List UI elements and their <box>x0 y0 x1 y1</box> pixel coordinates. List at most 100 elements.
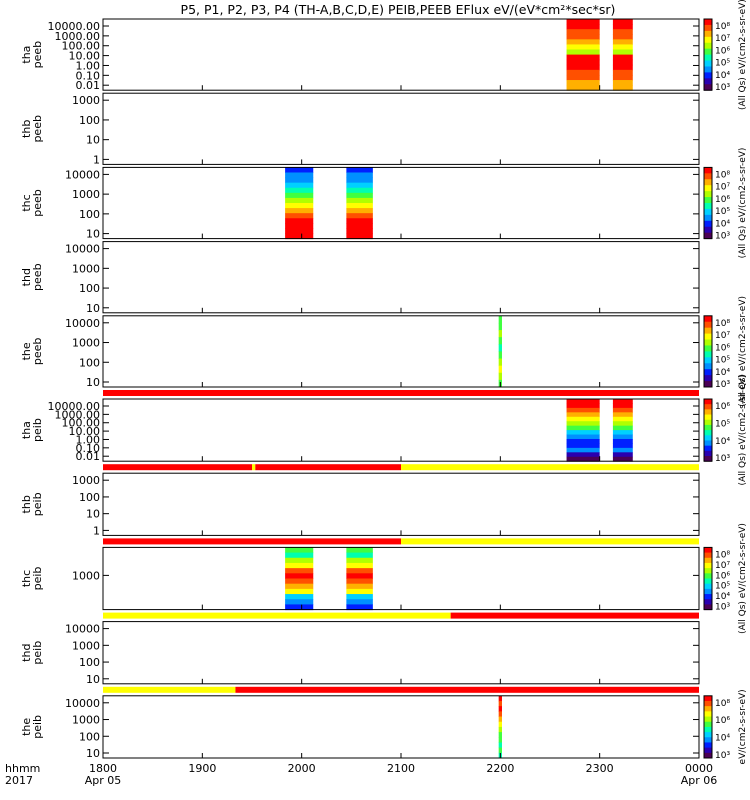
spectrogram-cell <box>285 223 314 229</box>
y-tick-label: 10 <box>86 673 100 686</box>
y-tick-label: 100 <box>79 656 100 669</box>
y-tick-label: 100 <box>79 356 100 369</box>
spectrogram-cell <box>566 407 600 413</box>
colorbar-swatch <box>704 604 712 611</box>
spectrogram-cell <box>285 594 314 600</box>
spectrogram-cell <box>285 562 314 569</box>
colorbar-tick-label: 10⁴ <box>715 437 730 447</box>
colorbar-swatch <box>704 557 712 564</box>
colorbar-swatch <box>704 716 712 723</box>
spectrogram-cell <box>566 430 600 436</box>
spectrogram-cell <box>346 547 373 554</box>
x-tick-label: 1800 <box>89 762 117 775</box>
spectrogram-cell <box>346 583 373 590</box>
colorbar-tick-label: 10⁸ <box>715 550 730 560</box>
colorbar-swatch <box>704 208 712 216</box>
colorbar-swatch <box>704 191 712 198</box>
y-tick-label: 1.00 <box>76 59 101 72</box>
panel-frame <box>102 472 700 536</box>
spectrogram-cell <box>498 737 502 743</box>
spectrogram-cell <box>566 416 600 422</box>
spectrogram-cell <box>566 69 600 76</box>
spectrogram-cell <box>566 403 600 409</box>
spectrogram-cell <box>612 434 633 440</box>
spectrogram-cell <box>285 573 314 579</box>
spectrogram-cell <box>285 203 314 209</box>
colorbar-swatch <box>704 78 712 85</box>
y-axis-label-probe: the <box>20 342 33 360</box>
y-tick-label: 1000 <box>72 94 100 107</box>
y-tick-label: 100 <box>79 282 100 295</box>
spectrogram-cell <box>285 604 314 611</box>
colorbar-swatch <box>704 214 712 222</box>
colorbar-swatch <box>704 700 712 707</box>
colorbar-swatch <box>704 726 712 733</box>
colorbar-tick-label: 10⁸ <box>715 22 730 32</box>
y-axis-label-probe: tha <box>20 421 33 439</box>
spectrogram-cell <box>612 85 633 91</box>
spectrogram-cell <box>498 726 502 733</box>
colorbar-tick-label: 10⁵ <box>715 356 730 366</box>
colorbar-swatch <box>704 424 712 431</box>
spectrogram-cell <box>498 742 502 749</box>
spectrogram-cell <box>566 80 600 86</box>
y-tick-label: 100 <box>79 491 100 504</box>
y-tick-label: 10000 <box>65 697 100 710</box>
colorbar-swatch <box>704 445 712 452</box>
spectrogram-cell <box>346 578 373 585</box>
y-axis-label-probe: thc <box>20 570 33 587</box>
colorbar-swatch <box>704 220 712 228</box>
spectrogram-cell <box>566 452 600 458</box>
colorbar-swatch <box>704 742 712 749</box>
spectrogram-cell <box>285 599 314 605</box>
spectrogram-cell <box>498 351 502 360</box>
spectrogram-cell <box>346 228 373 235</box>
y-tick-label: 1.00 <box>76 433 101 446</box>
spectrogram-cell <box>346 182 373 189</box>
spectrogram-cell <box>498 700 502 707</box>
colorbar-swatch <box>704 24 712 32</box>
spectrogram-cell <box>498 344 502 352</box>
colorbar-tick-label: 10³ <box>715 454 730 464</box>
spectrogram-cell <box>612 19 633 25</box>
spectrogram-cell <box>346 599 373 605</box>
panel-frame <box>102 18 700 91</box>
time-axis-corner-bottom: 2017 <box>5 774 33 787</box>
panel-frame <box>102 166 700 240</box>
spectrogram-cell <box>612 49 633 56</box>
spectrogram-cell <box>566 425 600 431</box>
colorbar-swatch <box>704 375 712 382</box>
colorbar-swatch <box>704 588 712 595</box>
spectrogram-cell <box>285 547 314 554</box>
panel-frame <box>102 695 700 759</box>
spectrogram-cell <box>566 443 600 449</box>
y-tick-label: 10000.00 <box>48 400 101 413</box>
colorbar-tick-label: 10⁸ <box>715 170 730 180</box>
mode-bar-segment <box>401 464 699 471</box>
colorbar-swatch <box>704 721 712 728</box>
colorbar-swatch <box>704 327 712 335</box>
spectrogram-cell <box>612 399 633 404</box>
panel-frame <box>102 315 700 388</box>
colorbar-swatch <box>704 369 712 376</box>
spectrogram-cell <box>612 412 633 418</box>
spectrogram-cell <box>612 456 633 462</box>
y-tick-label: 10 <box>86 508 100 521</box>
spectrogram-cell <box>285 557 314 564</box>
y-axis-label-product: peib <box>31 641 44 665</box>
colorbar-frame <box>703 546 713 611</box>
spectrogram-cell <box>498 322 502 331</box>
y-axis-label-probe: tha <box>20 46 33 64</box>
time-axis: hhmm 2017 Apr 05 Apr 06 1800 1900 2000 2100… <box>5 762 717 787</box>
colorbar-swatch <box>704 450 712 457</box>
colorbar-swatch <box>704 409 712 416</box>
mode-bar-segment <box>103 538 401 545</box>
colorbar-frame <box>703 398 713 462</box>
colorbar-frame <box>703 166 713 240</box>
colorbar-tick-label: 10⁵ <box>715 582 730 592</box>
spectrogram-cell <box>285 583 314 590</box>
spectrogram-cell <box>346 557 373 564</box>
